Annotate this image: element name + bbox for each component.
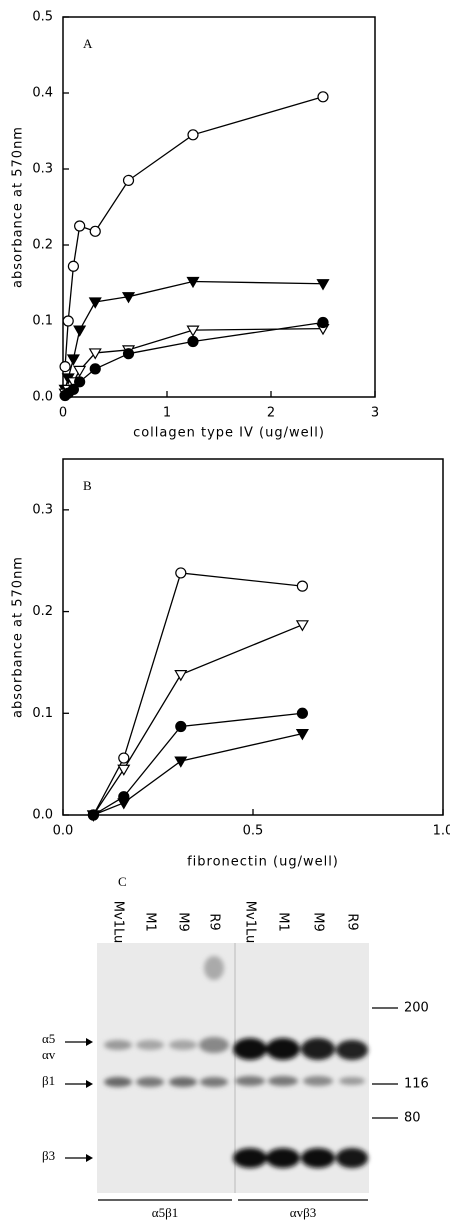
y-axis-label: absorbance at 570nm xyxy=(11,556,26,718)
y-tick-label: 0.0 xyxy=(32,390,53,405)
data-point xyxy=(90,298,101,308)
plot-frame xyxy=(63,17,375,397)
data-point xyxy=(75,221,85,231)
data-point xyxy=(188,130,198,140)
lane-label: Mv1Lu xyxy=(111,901,126,943)
figure: A 0 1 2 3 0.0 0.1 0.2 0.3 0.4 0.5 collagen type IV … xyxy=(0,0,450,1226)
x-axis-label: fibronectin (ug/well) xyxy=(187,855,339,870)
data-point xyxy=(188,337,198,347)
band-label: β1 xyxy=(42,1073,55,1088)
lane-label: R9 xyxy=(207,913,222,930)
y-axis-label: absorbance at 570nm xyxy=(11,126,26,288)
data-point xyxy=(297,581,307,591)
data-point xyxy=(297,708,307,718)
marker-label: 116 xyxy=(404,1077,429,1092)
data-point xyxy=(124,175,134,185)
y-tick-label: 0.1 xyxy=(32,314,53,329)
x-tick-label: 3 xyxy=(371,406,379,421)
group-label: αvβ3 xyxy=(290,1205,316,1220)
lane-label: M1 xyxy=(143,912,158,932)
panel-label: B xyxy=(83,478,92,493)
group-label: α5β1 xyxy=(152,1205,178,1220)
band-label: αv xyxy=(42,1047,56,1062)
lane-label: M1 xyxy=(276,912,291,932)
lane-label: R9 xyxy=(345,913,360,930)
data-point xyxy=(297,621,308,631)
data-point xyxy=(68,261,78,271)
series-line xyxy=(93,625,302,815)
data-point xyxy=(90,226,100,236)
charts: A 0 1 2 3 0.0 0.1 0.2 0.3 0.4 0.5 collagen type IV … xyxy=(11,10,450,870)
data-point xyxy=(176,568,186,578)
data-point xyxy=(118,765,129,775)
y-tick-label: 0.3 xyxy=(32,162,53,177)
band-label: β3 xyxy=(42,1148,55,1163)
x-tick-label: 1 xyxy=(163,406,171,421)
series-line xyxy=(93,573,302,815)
marker-label: 200 xyxy=(404,1001,429,1016)
y-tick-label: 0.0 xyxy=(32,808,53,823)
x-tick-label: 0.5 xyxy=(243,824,264,839)
panel-label: C xyxy=(118,874,127,889)
x-tick-label: 0 xyxy=(59,406,67,421)
data-point xyxy=(175,671,186,681)
series-line xyxy=(65,281,323,389)
lane-label: M9 xyxy=(311,912,326,932)
y-tick-label: 0.4 xyxy=(32,86,53,101)
x-tick-label: 0.0 xyxy=(53,824,74,839)
data-point xyxy=(75,377,85,387)
data-point xyxy=(176,722,186,732)
x-tick-label: 2 xyxy=(267,406,275,421)
marker-label: 80 xyxy=(404,1111,421,1126)
data-point xyxy=(74,366,85,376)
y-tick-label: 0.1 xyxy=(32,706,53,721)
arrow-heads xyxy=(86,1038,93,1162)
data-point xyxy=(318,318,328,328)
data-point xyxy=(118,799,129,809)
data-point xyxy=(175,757,186,767)
data-point xyxy=(318,280,329,290)
y-tick-label: 0.3 xyxy=(32,502,53,517)
band-label: α5 xyxy=(42,1031,55,1046)
x-axis-label: collagen type IV (ug/well) xyxy=(133,426,325,441)
data-point xyxy=(74,326,85,336)
y-tick-label: 0.2 xyxy=(32,604,53,619)
data-point xyxy=(68,355,79,365)
y-tick-label: 0.5 xyxy=(32,10,53,25)
data-point xyxy=(124,349,134,359)
x-tick-label: 1.0 xyxy=(433,824,450,839)
lane-label: Mv1Lu xyxy=(243,901,258,943)
lane-label: M9 xyxy=(176,912,191,932)
data-point xyxy=(60,362,70,372)
y-tick-label: 0.2 xyxy=(32,238,53,253)
data-point xyxy=(318,92,328,102)
data-point xyxy=(90,364,100,374)
data-point xyxy=(63,316,73,326)
panel-label: A xyxy=(83,36,93,51)
data-point xyxy=(119,753,129,763)
